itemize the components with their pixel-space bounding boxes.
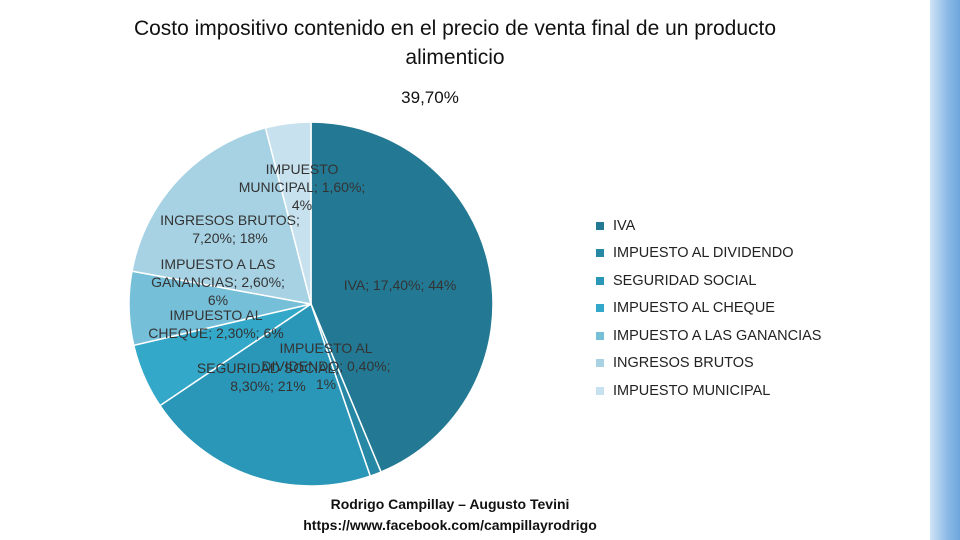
data-label-impuesto-al-cheque: IMPUESTO AL CHEQUE; 2,30%; 6% (148, 307, 283, 341)
legend-label: IMPUESTO MUNICIPAL (613, 382, 771, 399)
legend-item: IVA (596, 212, 821, 240)
data-label-seguridad-social: SEGURIDAD SOCIAL; 8,30%; 21% (197, 360, 339, 394)
legend-item: SEGURIDAD SOCIAL (596, 267, 821, 295)
data-label-impuesto-a-las-ganancias: IMPUESTO A LAS GANANCIAS; 2,60%; 6% (151, 256, 285, 308)
credits-url: https://www.facebook.com/campillayrodrig… (303, 517, 597, 533)
legend-item: INGRESOS BRUTOS (596, 350, 821, 378)
data-label-iva: IVA; 17,40%; 44% (344, 277, 457, 293)
data-label-ingresos-brutos: INGRESOS BRUTOS; 7,20%; 18% (160, 212, 300, 246)
pie-slice-seguridad-social (158, 302, 372, 487)
decorative-side-bar (930, 0, 960, 540)
chart-subtitle: 39,70% (401, 88, 459, 107)
legend-item: IMPUESTO MUNICIPAL (596, 377, 821, 405)
legend-swatch (596, 331, 604, 340)
credits: Rodrigo Campillay – Augusto Tevini https… (260, 494, 640, 536)
legend-swatch (596, 386, 604, 395)
legend-item: IMPUESTO A LAS GANANCIAS (596, 322, 821, 350)
legend-label: IVA (613, 217, 636, 234)
legend-item: IMPUESTO AL CHEQUE (596, 295, 821, 323)
legend-swatch (596, 304, 604, 313)
legend-label: IMPUESTO AL CHEQUE (613, 300, 775, 317)
legend-swatch (596, 276, 604, 285)
pie-slice-ingresos-brutos (131, 126, 313, 305)
data-label-impuesto-municipal: IMPUESTO MUNICIPAL; 1,60%; 4% (239, 161, 366, 213)
legend-label: SEGURIDAD SOCIAL (613, 272, 757, 289)
legend-label: IMPUESTO AL DIVIDENDO (613, 245, 794, 262)
legend-swatch (596, 359, 604, 368)
data-label-impuesto-al-dividendo: IMPUESTO AL DIVIDENDO; 0,40%; 1% (261, 340, 390, 392)
legend-swatch (596, 249, 604, 258)
pie-slice-impuesto-municipal (264, 121, 312, 305)
legend-swatch (596, 221, 604, 230)
pie-slice-iva (310, 121, 494, 473)
legend-label: IMPUESTO A LAS GANANCIAS (613, 327, 822, 344)
legend-label: INGRESOS BRUTOS (613, 355, 754, 372)
chart-title: Costo impositivo contenido en el precio … (133, 17, 777, 69)
chart-legend: IVA IMPUESTO AL DIVIDENDO SEGURIDAD SOCIAL… (596, 212, 821, 405)
credits-authors: Rodrigo Campillay – Augusto Tevini (330, 496, 570, 512)
legend-item: IMPUESTO AL DIVIDENDO (596, 240, 821, 268)
